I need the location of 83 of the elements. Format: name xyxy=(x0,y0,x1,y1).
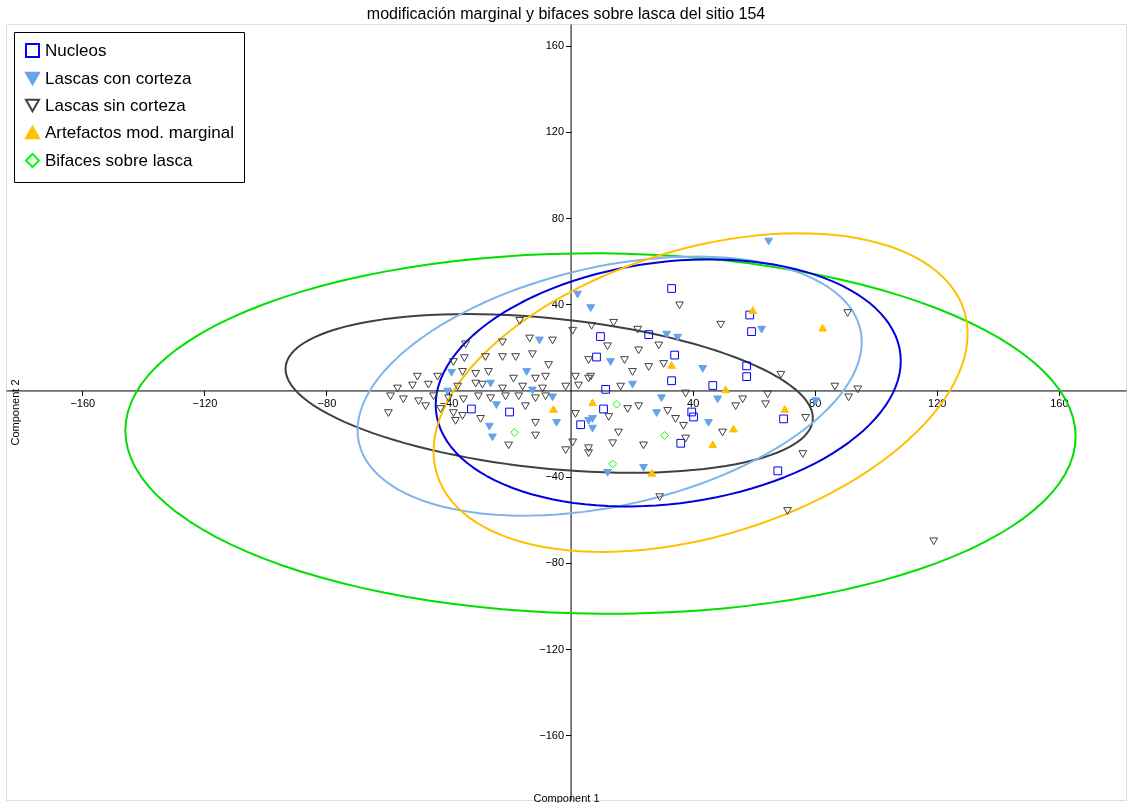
point xyxy=(443,387,452,396)
point xyxy=(670,350,680,360)
legend-label: Artefactos mod. marginal xyxy=(45,122,234,142)
point xyxy=(773,466,783,476)
legend-label: Lascas con corteza xyxy=(45,68,193,88)
point xyxy=(747,327,756,336)
point xyxy=(596,332,605,341)
y-tick-label: −120 xyxy=(539,642,565,655)
point xyxy=(535,336,544,345)
point xyxy=(708,381,718,390)
legend-label: Bifaces sobre lasca xyxy=(45,150,193,170)
point xyxy=(713,395,723,404)
point xyxy=(780,405,790,413)
point xyxy=(644,330,654,339)
y-tick-label: −40 xyxy=(545,470,565,483)
y-tick-label: −80 xyxy=(545,556,565,569)
point xyxy=(748,306,758,314)
x-tick-label: −120 xyxy=(192,396,218,409)
point xyxy=(667,361,676,369)
point xyxy=(612,399,622,409)
x-axis-title: Component 1 xyxy=(533,791,600,803)
y-tick-label: 120 xyxy=(545,125,565,138)
point xyxy=(628,380,637,389)
point xyxy=(667,284,676,293)
point xyxy=(552,418,561,427)
point xyxy=(603,468,612,477)
point xyxy=(548,393,557,402)
point xyxy=(673,333,683,342)
y-tick-label: −160 xyxy=(539,728,565,741)
point xyxy=(488,433,497,442)
point xyxy=(492,401,501,409)
point xyxy=(486,379,495,388)
x-tick-label: −160 xyxy=(70,396,96,409)
legend-label: Lascas sin corteza xyxy=(45,95,187,115)
point xyxy=(652,409,662,417)
point xyxy=(528,386,537,395)
point xyxy=(708,440,718,449)
point xyxy=(447,368,456,377)
point xyxy=(586,304,596,312)
point xyxy=(742,372,752,382)
point xyxy=(764,237,774,246)
point xyxy=(467,404,476,414)
chart-title: modificación marginal y bifaces sobre lasca del sitio 154 xyxy=(366,5,766,22)
point xyxy=(689,412,698,422)
point xyxy=(729,424,738,433)
point xyxy=(549,405,558,413)
point xyxy=(818,323,828,332)
legend-label: Nucleos xyxy=(45,40,107,60)
point xyxy=(485,422,494,431)
point xyxy=(779,414,788,424)
y-tick-label: 160 xyxy=(545,39,565,52)
point xyxy=(505,407,514,417)
point xyxy=(510,428,519,437)
point xyxy=(721,385,730,394)
point xyxy=(698,365,708,373)
point xyxy=(647,468,657,477)
y-tick-label: 40 xyxy=(551,297,565,310)
point xyxy=(608,459,618,469)
point xyxy=(576,420,586,430)
y-tick-label: 80 xyxy=(551,211,565,224)
point xyxy=(601,384,611,394)
point xyxy=(657,394,666,403)
point xyxy=(687,407,697,417)
point xyxy=(742,361,752,371)
point xyxy=(592,352,601,362)
point xyxy=(660,431,669,440)
x-tick-label: −80 xyxy=(317,396,337,409)
point xyxy=(745,310,755,320)
point xyxy=(662,330,672,339)
point xyxy=(639,463,648,472)
point xyxy=(599,404,608,414)
point xyxy=(522,368,532,376)
x-tick-label: 40 xyxy=(687,396,700,409)
point xyxy=(588,398,597,407)
point xyxy=(667,376,676,386)
point xyxy=(588,415,597,423)
point xyxy=(704,418,713,427)
point xyxy=(757,325,766,334)
point xyxy=(573,290,582,299)
point xyxy=(676,438,686,448)
point xyxy=(606,358,615,366)
y-axis-title: Component 2 xyxy=(8,379,21,446)
point xyxy=(588,424,597,433)
